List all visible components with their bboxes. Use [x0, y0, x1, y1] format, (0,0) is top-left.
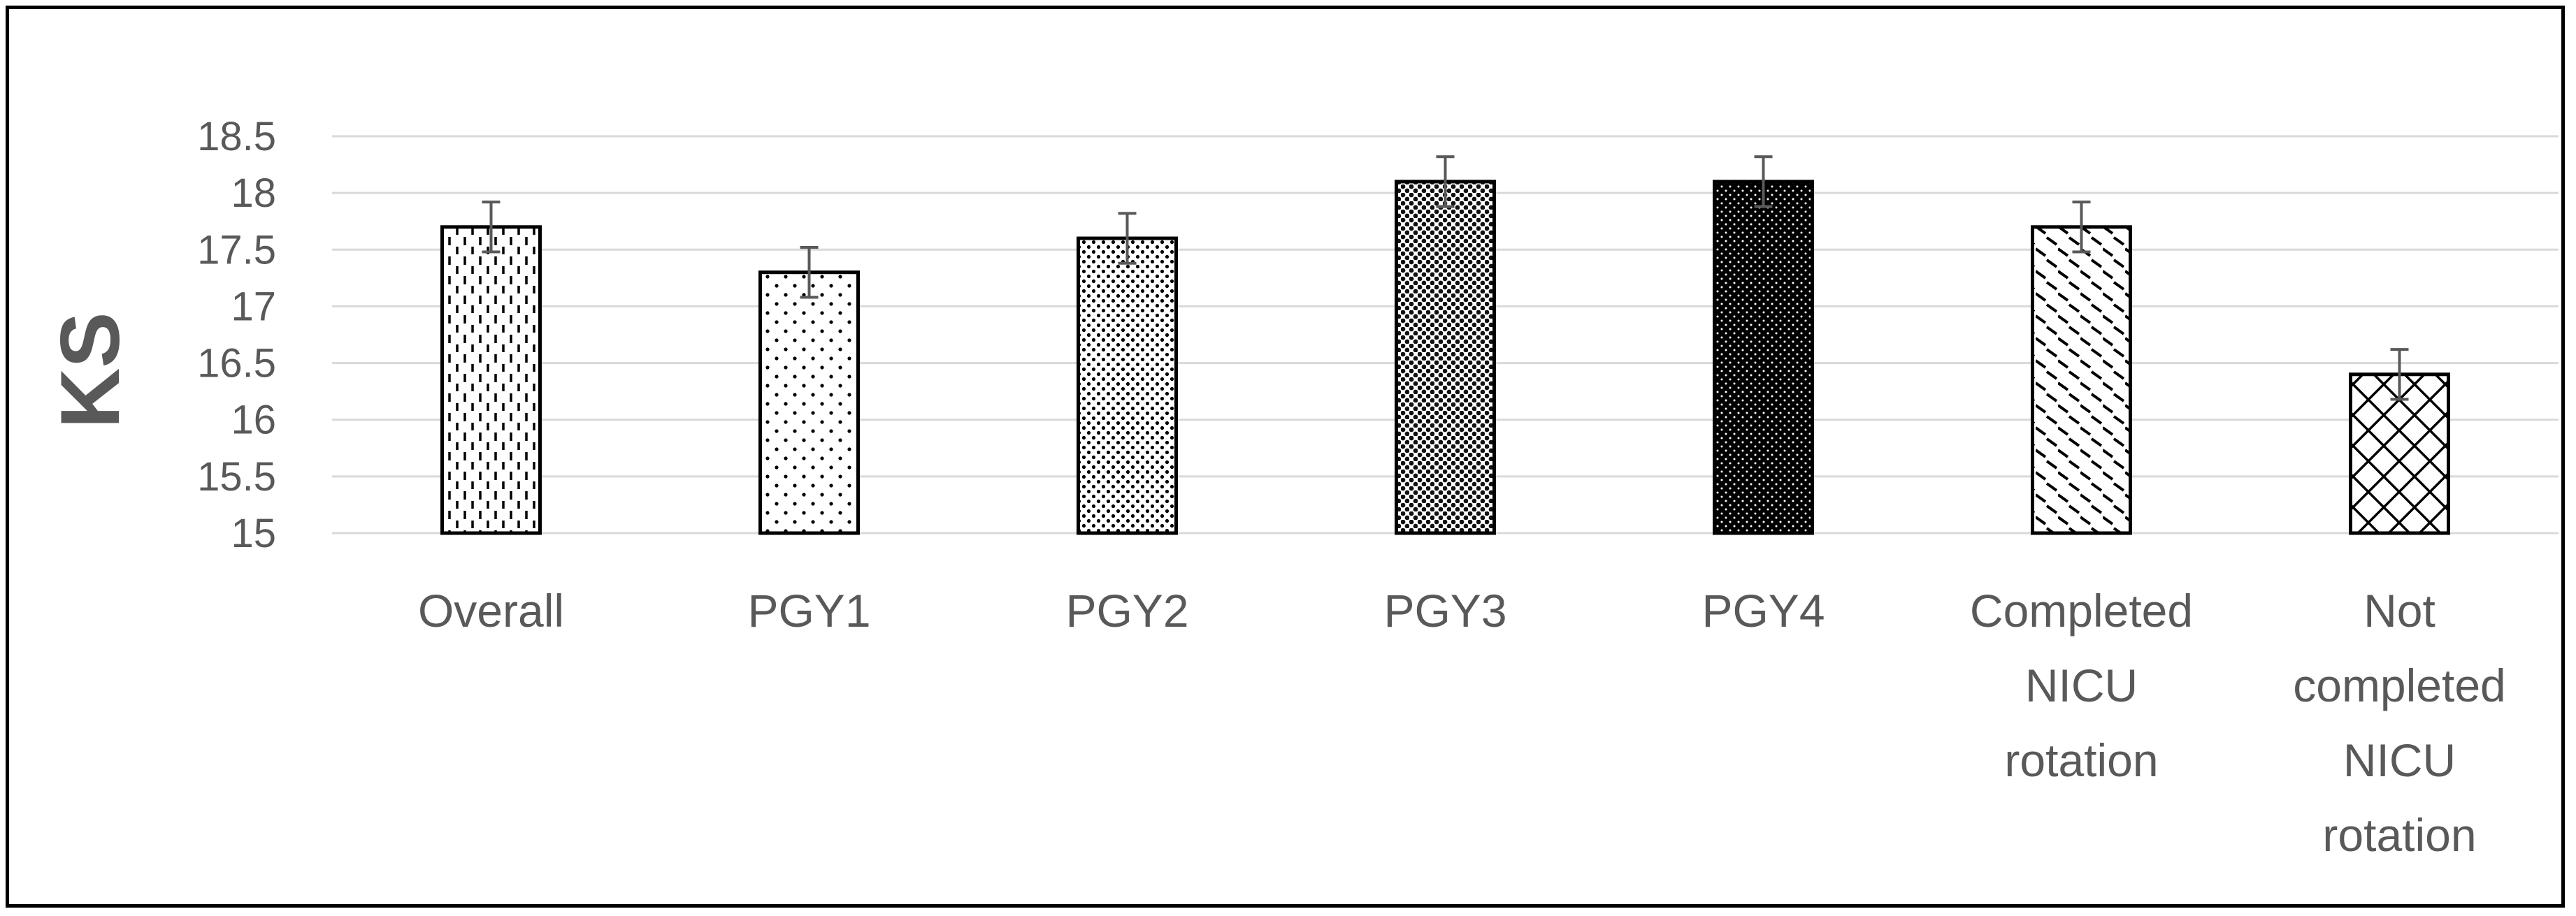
bars — [440, 180, 2450, 535]
bar-6 — [2349, 372, 2450, 535]
category-label-line: NICU — [2025, 660, 2138, 711]
error-bar-6 — [2390, 348, 2409, 401]
category-label-3: PGY3 — [1383, 585, 1506, 637]
category-label-line: PGY4 — [1701, 585, 1825, 637]
category-label-line: Not — [2363, 585, 2435, 637]
category-label-line: Overall — [418, 585, 564, 637]
category-label-line: rotation — [2322, 809, 2476, 861]
y-tick-label-7: 18.5 — [197, 114, 276, 159]
error-bar-4 — [1754, 155, 1773, 208]
y-tick-label-2: 16 — [231, 398, 276, 443]
category-label-line: PGY3 — [1383, 585, 1506, 637]
y-tick-label-4: 17 — [231, 284, 276, 329]
y-tick-label-3: 16.5 — [197, 341, 276, 386]
bar-0 — [440, 225, 542, 535]
category-label-4: PGY4 — [1701, 585, 1825, 637]
y-tick-label-0: 15 — [231, 511, 276, 556]
category-label-1: PGY1 — [747, 585, 870, 637]
category-label-line: completed — [2293, 660, 2506, 711]
category-label-line: rotation — [2004, 734, 2158, 786]
bar-3 — [1395, 180, 1496, 535]
category-label-line: Completed — [1970, 585, 2193, 637]
category-label-5: Completed NICU rotation — [1970, 585, 2193, 786]
category-label-line: PGY2 — [1065, 585, 1188, 637]
bar-4 — [1713, 180, 1814, 535]
category-label-2: PGY2 — [1065, 585, 1188, 637]
error-bar-0 — [482, 201, 501, 254]
bar-2 — [1077, 236, 1178, 535]
bar-5 — [2031, 225, 2132, 535]
chart-frame — [6, 6, 2565, 908]
category-label-line: NICU — [2343, 734, 2456, 786]
error-bars — [482, 155, 2409, 401]
y-tick-label-1: 15.5 — [197, 454, 276, 500]
error-bar-3 — [1436, 155, 1455, 208]
x-axis-categories: Overall PGY1 PGY2 PGY3 PGY4 Completed NICU rota… — [418, 585, 2506, 861]
category-label-6: Not completed NICU rotation — [2293, 585, 2506, 861]
y-axis-ticks: 15 15.5 16 16.5 17 17.5 18 18.5 — [197, 114, 276, 556]
y-tick-label-6: 18 — [231, 170, 276, 216]
bar-1 — [758, 270, 860, 535]
y-axis-label: KS — [43, 312, 137, 429]
y-tick-label-5: 17.5 — [197, 227, 276, 272]
error-bar-1 — [800, 246, 819, 299]
category-label-line: PGY1 — [747, 585, 870, 637]
category-label-0: Overall — [418, 585, 564, 637]
error-bar-2 — [1118, 212, 1137, 265]
error-bar-5 — [2072, 201, 2091, 254]
